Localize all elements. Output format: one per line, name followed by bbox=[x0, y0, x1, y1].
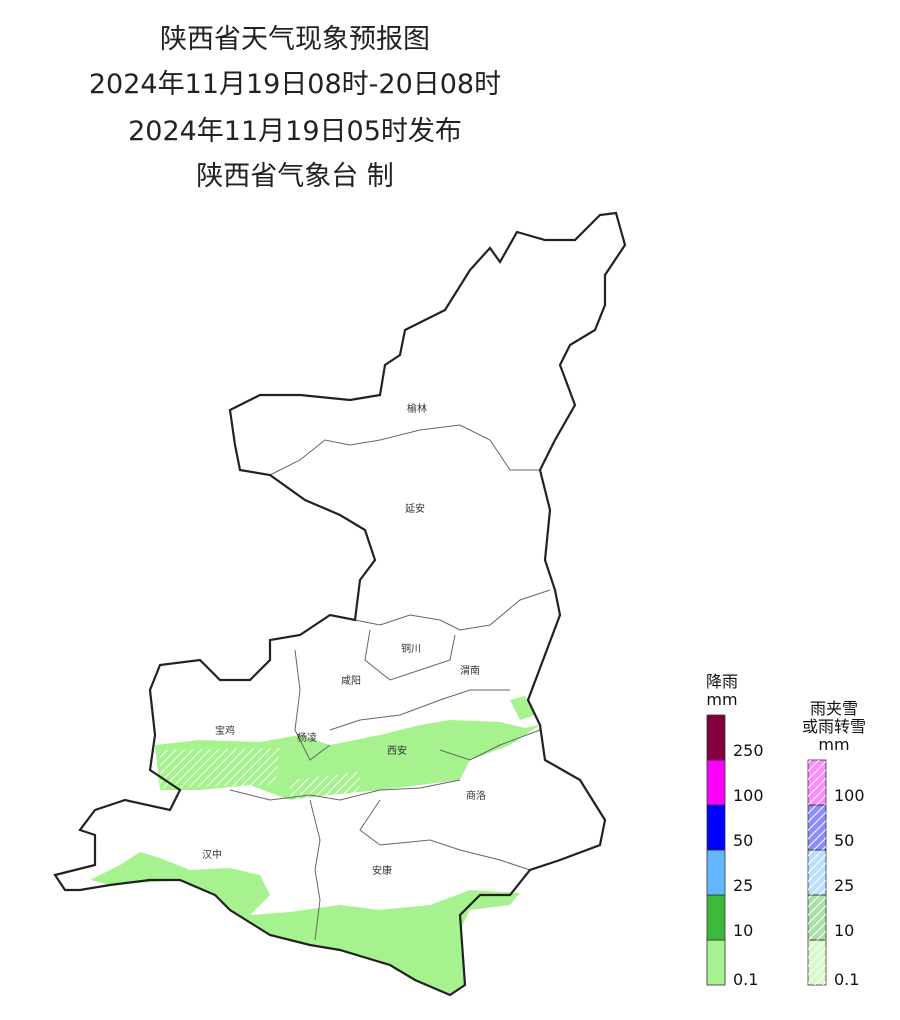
legend-label: 100 bbox=[834, 786, 865, 805]
legend-label: 25 bbox=[834, 876, 854, 895]
city-label: 延安 bbox=[405, 502, 425, 515]
legend-swatch bbox=[706, 939, 726, 986]
legend-hatch bbox=[808, 760, 826, 805]
legend-swatch bbox=[706, 894, 726, 941]
legend-hatch bbox=[808, 940, 826, 985]
legend-label: 250 bbox=[733, 741, 764, 760]
legend-swatch bbox=[706, 759, 726, 806]
legend-label: 50 bbox=[834, 831, 854, 850]
title: 陕西省天气现象预报图 bbox=[160, 24, 430, 55]
legend-title: 雨夹雪 bbox=[810, 699, 858, 718]
legend-hatch bbox=[808, 850, 826, 895]
legend-title: mm bbox=[706, 690, 737, 709]
legend-hatch bbox=[808, 805, 826, 850]
legend-title: mm bbox=[818, 735, 849, 754]
city-label: 铜川 bbox=[401, 643, 421, 655]
city-label: 汉中 bbox=[202, 848, 222, 861]
city-label: 西安 bbox=[387, 744, 407, 757]
legend-label: 0.1 bbox=[834, 970, 859, 989]
city-label: 咸阳 bbox=[341, 675, 361, 687]
city-label: 渭南 bbox=[460, 664, 480, 677]
legend-label: 10 bbox=[733, 921, 753, 940]
legend-swatch bbox=[706, 804, 726, 851]
city-label: 商洛 bbox=[466, 789, 486, 802]
city-label: 安康 bbox=[372, 864, 392, 877]
city-label: 杨凌 bbox=[297, 731, 317, 744]
legend-title: 降雨 bbox=[706, 672, 738, 691]
legend-label: 50 bbox=[733, 831, 753, 850]
rain-areas bbox=[90, 696, 540, 995]
legend-swatch bbox=[706, 849, 726, 896]
legend-swatch bbox=[706, 714, 726, 761]
district-borders bbox=[229, 424, 551, 941]
issuer: 陕西省气象台 制 bbox=[196, 161, 394, 192]
legend-label: 0.1 bbox=[733, 970, 758, 989]
period: 2024年11月19日08时-20日08时 bbox=[89, 69, 501, 100]
legend-hatch bbox=[808, 895, 826, 940]
legend-title: 或雨转雪 bbox=[802, 717, 866, 736]
province-outline bbox=[53, 211, 627, 997]
city-label: 宝鸡 bbox=[215, 724, 235, 737]
city-label: 榆林 bbox=[407, 402, 427, 415]
legend-label: 25 bbox=[733, 876, 753, 895]
legend-label: 10 bbox=[834, 921, 854, 940]
issued: 2024年11月19日05时发布 bbox=[128, 116, 462, 147]
legend-label: 100 bbox=[733, 786, 764, 805]
